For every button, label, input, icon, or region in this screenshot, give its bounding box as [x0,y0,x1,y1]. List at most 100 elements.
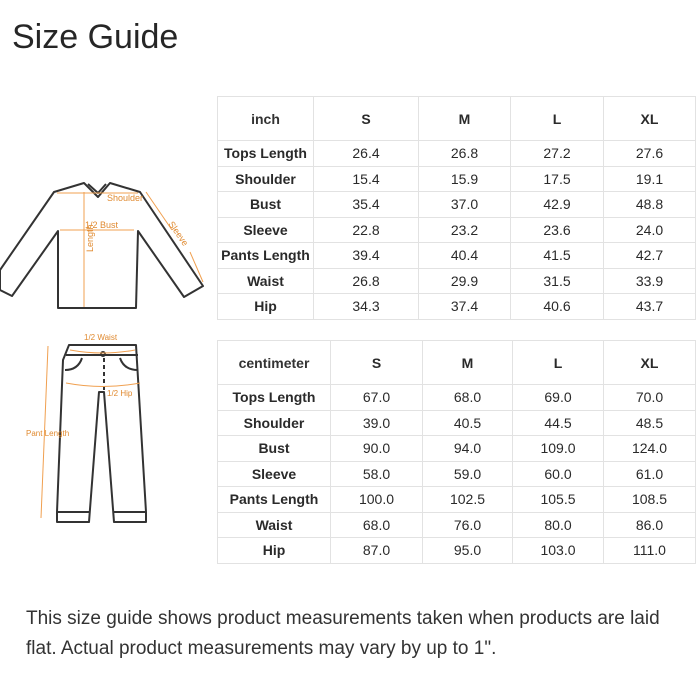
measurement-cell: 15.4 [313,165,419,192]
measurement-cell: 40.4 [418,242,511,269]
measurement-cell: 41.5 [510,242,604,269]
sleeve-label: Sleeve [166,219,190,247]
measurement-cell: 39.4 [313,242,419,269]
measurement-cell: 124.0 [603,435,696,462]
row-label: Hip [217,293,314,320]
measurement-cell: 26.8 [313,267,419,294]
measurement-cell: 102.5 [422,486,513,513]
length-label: Length [85,224,95,252]
centimeter-size-table: centimeter S M L XL Tops Length 67.0 68.0 6… [217,340,696,564]
size-header: M [418,96,511,141]
measurement-cell: 108.5 [603,486,696,513]
inch-size-table: inch S M L XL Tops Length 26.4 26.8 27.2 27.… [217,96,696,320]
size-header: L [510,96,604,141]
measurement-cell: 33.9 [603,267,696,294]
measurement-cell: 80.0 [512,511,604,538]
measurement-cell: 29.9 [418,267,511,294]
measurement-cell: 40.5 [422,409,513,436]
measurement-cell: 39.0 [330,409,423,436]
measurement-cell: 26.8 [418,140,511,167]
size-header: L [512,340,604,385]
size-header: XL [603,340,696,385]
measurement-cell: 22.8 [313,216,419,243]
shirt-diagram: Shoulder 1/2 Bust Length Sleeve [0,182,204,309]
table-row: Pants Length 100.0 102.5 105.5 108.5 [217,486,696,513]
measurement-cell: 37.4 [418,293,511,320]
measurement-cell: 48.5 [603,409,696,436]
measurement-cell: 70.0 [603,384,696,411]
page-title: Size Guide [12,18,179,56]
size-header: S [330,340,423,385]
row-label: Bust [217,191,314,218]
table-header-row: centimeter S M L XL [217,340,696,385]
measurement-cell: 95.0 [422,537,513,564]
measurement-cell: 35.4 [313,191,419,218]
row-label: Tops Length [217,140,314,167]
table-header-row: inch S M L XL [217,96,696,141]
measurement-cell: 44.5 [512,409,604,436]
row-label: Bust [217,435,331,462]
size-header: M [422,340,513,385]
row-label: Pants Length [217,242,314,269]
measurement-cell: 17.5 [510,165,604,192]
row-label: Shoulder [217,165,314,192]
measurement-cell: 27.6 [603,140,696,167]
measurement-cell: 87.0 [330,537,423,564]
table-row: Waist 26.8 29.9 31.5 33.9 [217,267,696,294]
table-row: Bust 35.4 37.0 42.9 48.8 [217,191,696,218]
measurement-cell: 15.9 [418,165,511,192]
measurement-cell: 90.0 [330,435,423,462]
table-row: Tops Length 67.0 68.0 69.0 70.0 [217,384,696,411]
measurement-cell: 23.6 [510,216,604,243]
table-row: Waist 68.0 76.0 80.0 86.0 [217,511,696,538]
measurement-cell: 94.0 [422,435,513,462]
shoulder-label: Shoulder [107,193,143,203]
row-label: Waist [217,511,331,538]
measurement-cell: 61.0 [603,460,696,487]
table-row: Shoulder 39.0 40.5 44.5 48.5 [217,409,696,436]
measurement-cell: 24.0 [603,216,696,243]
measurement-cell: 76.0 [422,511,513,538]
measurement-cell: 59.0 [422,460,513,487]
pant-length-label: Pant Length [26,429,69,438]
measurement-cell: 42.9 [510,191,604,218]
bust-label: 1/2 Bust [85,220,119,230]
hip-label: 1/2 Hip [107,389,133,398]
unit-header: inch [217,96,314,141]
measurement-cell: 48.8 [603,191,696,218]
table-row: Sleeve 22.8 23.2 23.6 24.0 [217,216,696,243]
row-label: Sleeve [217,460,331,487]
table-row: Bust 90.0 94.0 109.0 124.0 [217,435,696,462]
measurement-cell: 103.0 [512,537,604,564]
measurement-cell: 26.4 [313,140,419,167]
size-header: XL [603,96,696,141]
unit-header: centimeter [217,340,331,385]
table-row: Hip 87.0 95.0 103.0 111.0 [217,537,696,564]
size-guide-note: This size guide shows product measuremen… [26,608,660,659]
row-label: Tops Length [217,384,331,411]
row-label: Waist [217,267,314,294]
pants-diagram: 1/2 Waist 1/2 Hip Pant Length [26,333,147,523]
row-label: Shoulder [217,409,331,436]
measurement-cell: 58.0 [330,460,423,487]
table-row: Sleeve 58.0 59.0 60.0 61.0 [217,460,696,487]
measurement-cell: 40.6 [510,293,604,320]
measurement-cell: 111.0 [603,537,696,564]
measurement-cell: 43.7 [603,293,696,320]
table-row: Hip 34.3 37.4 40.6 43.7 [217,293,696,320]
measurement-cell: 69.0 [512,384,604,411]
measurement-cell: 19.1 [603,165,696,192]
measurement-cell: 60.0 [512,460,604,487]
measurement-cell: 23.2 [418,216,511,243]
table-row: Pants Length 39.4 40.4 41.5 42.7 [217,242,696,269]
row-label: Sleeve [217,216,314,243]
measurement-cell: 109.0 [512,435,604,462]
measurement-cell: 37.0 [418,191,511,218]
table-row: Shoulder 15.4 15.9 17.5 19.1 [217,165,696,192]
measurement-cell: 34.3 [313,293,419,320]
row-label: Pants Length [217,486,331,513]
measurement-cell: 42.7 [603,242,696,269]
measurement-cell: 86.0 [603,511,696,538]
measurement-cell: 68.0 [330,511,423,538]
measurement-cell: 27.2 [510,140,604,167]
